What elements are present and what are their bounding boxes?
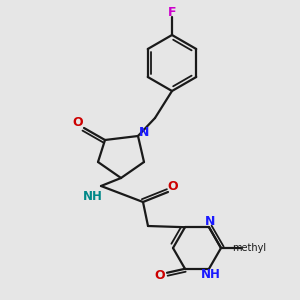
Text: N: N bbox=[139, 125, 149, 139]
Text: F: F bbox=[168, 5, 176, 19]
Text: O: O bbox=[155, 269, 165, 282]
Text: NH: NH bbox=[201, 268, 221, 281]
Text: O: O bbox=[73, 116, 83, 130]
Text: N: N bbox=[205, 215, 215, 228]
Text: O: O bbox=[168, 181, 178, 194]
Text: NH: NH bbox=[83, 190, 103, 202]
Text: methyl: methyl bbox=[232, 243, 266, 253]
